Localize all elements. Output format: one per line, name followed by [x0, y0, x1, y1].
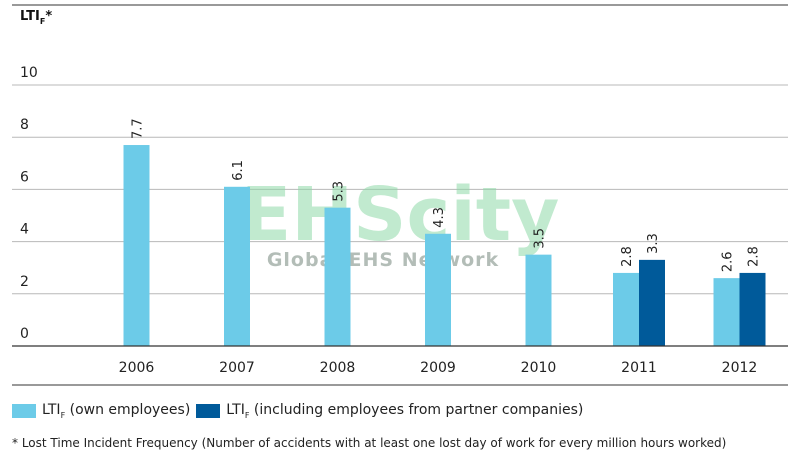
watermark: EHScity Global EHS Network	[241, 172, 560, 271]
footnote: * Lost Time Incident Frequency (Number o…	[12, 436, 727, 450]
y-axis-title: LTIF*	[20, 9, 52, 26]
value-labels: 7.7 6.1 5.3 4.3 3.5 2.8 3.3 2.6 2.8	[131, 118, 762, 272]
bar-2010-series-0	[525, 254, 552, 346]
y-tick-labels: 0 2 4 6 8 10	[20, 65, 38, 342]
value-label-2006-series-0: 7.7	[131, 118, 146, 139]
value-label-2010-series-0: 3.5	[533, 228, 548, 249]
bars	[123, 145, 766, 346]
bar-2011-series-1	[639, 259, 665, 346]
x-tick-label-2010: 2010	[521, 360, 557, 376]
bar-2007-series-0	[224, 186, 250, 346]
x-tick-label-2006: 2006	[119, 360, 155, 376]
bar-2006-series-0	[123, 145, 150, 346]
legend-label-partner: LTIF (including employees from partner c…	[226, 402, 584, 420]
bar-2011-series-0	[613, 272, 639, 346]
value-label-2012-series-1: 2.8	[747, 246, 762, 267]
bar-2012-series-1	[739, 272, 766, 346]
value-label-2011-series-0: 2.8	[620, 246, 635, 267]
y-tick-label-8: 8	[20, 117, 29, 133]
x-tick-label-2009: 2009	[420, 360, 456, 376]
value-label-2007-series-0: 6.1	[231, 160, 246, 181]
bar-2008-series-0	[324, 207, 351, 346]
bar-chart: LTIF* 0 2 4 6 8 10 EHScity Global EHS Network…	[12, 4, 788, 386]
y-tick-label-10: 10	[20, 65, 38, 81]
value-label-2008-series-0: 5.3	[332, 181, 347, 202]
legend-label-own: LTIF (own employees)	[42, 402, 191, 420]
bar-2012-series-0	[713, 278, 740, 346]
y-tick-label-0: 0	[20, 326, 29, 342]
x-tick-label-2007: 2007	[219, 360, 255, 376]
value-label-2012-series-0: 2.6	[721, 251, 736, 272]
x-tick-labels: 2006 2007 2008 2009 2010 2011 2012	[119, 360, 758, 376]
y-tick-label-4: 4	[20, 222, 29, 238]
x-tick-label-2011: 2011	[621, 360, 657, 376]
bar-2009-series-0	[425, 233, 451, 346]
legend-swatch-own	[12, 403, 36, 418]
legend-swatch-partner	[196, 403, 221, 418]
y-tick-label-2: 2	[20, 274, 29, 290]
x-tick-label-2012: 2012	[722, 360, 758, 376]
watermark-tagline: Global EHS Network	[267, 249, 499, 271]
legend: LTIF (own employees) LTIF (including emp…	[12, 402, 589, 420]
watermark-logo-text: EHScity	[241, 172, 560, 258]
legend-item-own: LTIF (own employees)	[12, 402, 190, 420]
value-label-2009-series-0: 4.3	[432, 207, 447, 228]
legend-item-partner: LTIF (including employees from partner c…	[196, 402, 583, 420]
x-tick-label-2008: 2008	[320, 360, 356, 376]
value-label-2011-series-1: 3.3	[646, 233, 661, 254]
y-tick-label-6: 6	[20, 169, 29, 185]
